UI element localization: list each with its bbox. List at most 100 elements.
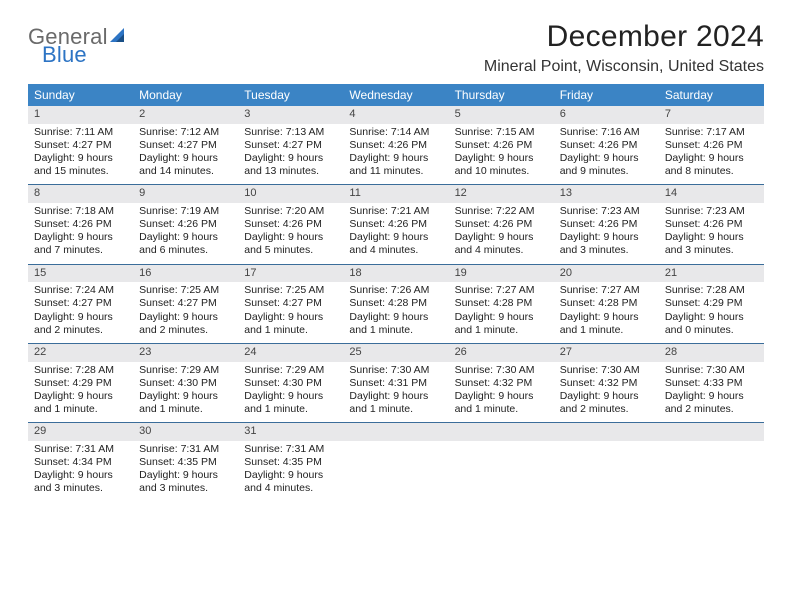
sunset-text: Sunset: 4:29 PM — [665, 297, 758, 310]
day-cell: 14Sunrise: 7:23 AMSunset: 4:26 PMDayligh… — [659, 185, 764, 263]
day-number — [659, 423, 764, 441]
sunset-text: Sunset: 4:32 PM — [560, 377, 653, 390]
day-number: 7 — [659, 106, 764, 124]
day-body: Sunrise: 7:27 AMSunset: 4:28 PMDaylight:… — [554, 282, 659, 343]
day-cell: 19Sunrise: 7:27 AMSunset: 4:28 PMDayligh… — [449, 265, 554, 343]
daylight-line1: Daylight: 9 hours — [349, 231, 442, 244]
sunset-text: Sunset: 4:33 PM — [665, 377, 758, 390]
daylight-line2: and 15 minutes. — [34, 165, 127, 178]
daylight-line1: Daylight: 9 hours — [665, 231, 758, 244]
sunset-text: Sunset: 4:27 PM — [139, 297, 232, 310]
weeks-container: 1Sunrise: 7:11 AMSunset: 4:27 PMDaylight… — [28, 106, 764, 501]
sunset-text: Sunset: 4:26 PM — [665, 218, 758, 231]
sunset-text: Sunset: 4:28 PM — [349, 297, 442, 310]
daylight-line2: and 1 minute. — [455, 324, 548, 337]
daylight-line2: and 8 minutes. — [665, 165, 758, 178]
daylight-line1: Daylight: 9 hours — [560, 152, 653, 165]
day-cell: 27Sunrise: 7:30 AMSunset: 4:32 PMDayligh… — [554, 344, 659, 422]
day-number: 25 — [343, 344, 448, 362]
daylight-line1: Daylight: 9 hours — [455, 390, 548, 403]
day-number: 24 — [238, 344, 343, 362]
daylight-line1: Daylight: 9 hours — [665, 390, 758, 403]
day-number: 4 — [343, 106, 448, 124]
day-number: 13 — [554, 185, 659, 203]
daylight-line2: and 10 minutes. — [455, 165, 548, 178]
day-number — [449, 423, 554, 441]
sunset-text: Sunset: 4:35 PM — [139, 456, 232, 469]
day-body — [659, 441, 764, 489]
day-number: 8 — [28, 185, 133, 203]
sunset-text: Sunset: 4:35 PM — [244, 456, 337, 469]
sunrise-text: Sunrise: 7:30 AM — [560, 364, 653, 377]
day-body: Sunrise: 7:28 AMSunset: 4:29 PMDaylight:… — [659, 282, 764, 343]
dow-friday: Friday — [554, 84, 659, 106]
sunrise-text: Sunrise: 7:20 AM — [244, 205, 337, 218]
day-cell: 24Sunrise: 7:29 AMSunset: 4:30 PMDayligh… — [238, 344, 343, 422]
day-body: Sunrise: 7:25 AMSunset: 4:27 PMDaylight:… — [238, 282, 343, 343]
day-number: 19 — [449, 265, 554, 283]
day-cell: 29Sunrise: 7:31 AMSunset: 4:34 PMDayligh… — [28, 423, 133, 501]
sunrise-text: Sunrise: 7:30 AM — [665, 364, 758, 377]
dow-tuesday: Tuesday — [238, 84, 343, 106]
day-number: 30 — [133, 423, 238, 441]
daylight-line1: Daylight: 9 hours — [349, 390, 442, 403]
day-number: 23 — [133, 344, 238, 362]
sunset-text: Sunset: 4:32 PM — [455, 377, 548, 390]
sunrise-text: Sunrise: 7:29 AM — [244, 364, 337, 377]
sunrise-text: Sunrise: 7:12 AM — [139, 126, 232, 139]
day-number: 9 — [133, 185, 238, 203]
daylight-line1: Daylight: 9 hours — [139, 311, 232, 324]
daylight-line1: Daylight: 9 hours — [244, 152, 337, 165]
day-number: 12 — [449, 185, 554, 203]
sunrise-text: Sunrise: 7:23 AM — [665, 205, 758, 218]
sunset-text: Sunset: 4:27 PM — [244, 297, 337, 310]
day-cell: 30Sunrise: 7:31 AMSunset: 4:35 PMDayligh… — [133, 423, 238, 501]
day-body: Sunrise: 7:18 AMSunset: 4:26 PMDaylight:… — [28, 203, 133, 264]
week-row: 22Sunrise: 7:28 AMSunset: 4:29 PMDayligh… — [28, 344, 764, 423]
sunset-text: Sunset: 4:26 PM — [349, 139, 442, 152]
day-body: Sunrise: 7:29 AMSunset: 4:30 PMDaylight:… — [238, 362, 343, 423]
day-cell: 25Sunrise: 7:30 AMSunset: 4:31 PMDayligh… — [343, 344, 448, 422]
daylight-line1: Daylight: 9 hours — [455, 231, 548, 244]
week-row: 8Sunrise: 7:18 AMSunset: 4:26 PMDaylight… — [28, 185, 764, 264]
daylight-line2: and 1 minute. — [455, 403, 548, 416]
sunset-text: Sunset: 4:26 PM — [139, 218, 232, 231]
sunrise-text: Sunrise: 7:27 AM — [455, 284, 548, 297]
day-cell: 7Sunrise: 7:17 AMSunset: 4:26 PMDaylight… — [659, 106, 764, 184]
day-number: 3 — [238, 106, 343, 124]
daylight-line2: and 6 minutes. — [139, 244, 232, 257]
day-body: Sunrise: 7:19 AMSunset: 4:26 PMDaylight:… — [133, 203, 238, 264]
sunrise-text: Sunrise: 7:30 AM — [455, 364, 548, 377]
sunrise-text: Sunrise: 7:23 AM — [560, 205, 653, 218]
day-number: 20 — [554, 265, 659, 283]
day-body: Sunrise: 7:23 AMSunset: 4:26 PMDaylight:… — [554, 203, 659, 264]
dow-saturday: Saturday — [659, 84, 764, 106]
day-body: Sunrise: 7:28 AMSunset: 4:29 PMDaylight:… — [28, 362, 133, 423]
day-cell: 17Sunrise: 7:25 AMSunset: 4:27 PMDayligh… — [238, 265, 343, 343]
daylight-line1: Daylight: 9 hours — [34, 311, 127, 324]
day-body: Sunrise: 7:14 AMSunset: 4:26 PMDaylight:… — [343, 124, 448, 185]
day-cell: 4Sunrise: 7:14 AMSunset: 4:26 PMDaylight… — [343, 106, 448, 184]
daylight-line2: and 1 minute. — [349, 324, 442, 337]
sunset-text: Sunset: 4:26 PM — [455, 218, 548, 231]
day-number: 18 — [343, 265, 448, 283]
sunrise-text: Sunrise: 7:29 AM — [139, 364, 232, 377]
daylight-line2: and 4 minutes. — [455, 244, 548, 257]
day-number: 31 — [238, 423, 343, 441]
sunrise-text: Sunrise: 7:19 AM — [139, 205, 232, 218]
sunset-text: Sunset: 4:30 PM — [244, 377, 337, 390]
dow-monday: Monday — [133, 84, 238, 106]
day-body: Sunrise: 7:30 AMSunset: 4:33 PMDaylight:… — [659, 362, 764, 423]
day-number: 21 — [659, 265, 764, 283]
sunrise-text: Sunrise: 7:24 AM — [34, 284, 127, 297]
daylight-line1: Daylight: 9 hours — [34, 390, 127, 403]
day-cell: 20Sunrise: 7:27 AMSunset: 4:28 PMDayligh… — [554, 265, 659, 343]
day-number — [554, 423, 659, 441]
daylight-line1: Daylight: 9 hours — [244, 311, 337, 324]
daylight-line1: Daylight: 9 hours — [244, 390, 337, 403]
week-row: 15Sunrise: 7:24 AMSunset: 4:27 PMDayligh… — [28, 265, 764, 344]
day-number: 28 — [659, 344, 764, 362]
daylight-line1: Daylight: 9 hours — [34, 152, 127, 165]
daylight-line2: and 2 minutes. — [665, 403, 758, 416]
daylight-line1: Daylight: 9 hours — [665, 311, 758, 324]
